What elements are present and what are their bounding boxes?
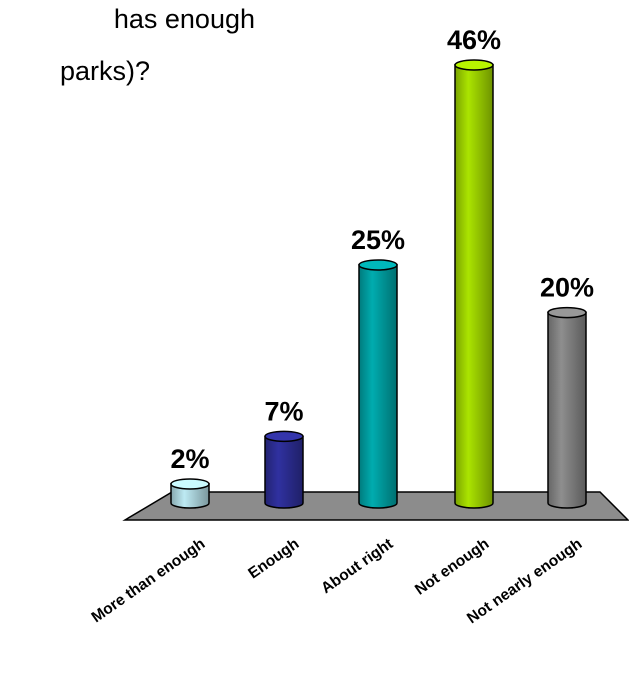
data-label-about-right: 25% (351, 225, 405, 255)
data-label-not-nearly-enough: 20% (540, 273, 594, 303)
category-label-not-enough: Not enough (412, 535, 492, 598)
bar-more-than-enough (170, 478, 210, 509)
chart-marks: 2% More than enough 7% Enough 25% About right… (89, 25, 595, 627)
bar-top-cap (170, 478, 210, 490)
bar-body (547, 311, 587, 509)
bar-not-enough (454, 59, 494, 509)
bar-body (358, 264, 398, 509)
bar-body (264, 435, 304, 509)
chart-title-line-1: has enough (114, 4, 255, 34)
category-label-enough: Enough (245, 535, 302, 582)
bar-not-nearly-enough (547, 306, 587, 509)
data-label-more-than-enough: 2% (170, 444, 209, 474)
data-label-enough: 7% (264, 396, 303, 426)
bar-top-cap (454, 59, 494, 71)
bar-top-cap (358, 259, 398, 271)
bar-body (454, 64, 494, 509)
bar-top-cap (264, 430, 304, 443)
category-label-more-than-enough: More than enough (89, 535, 209, 626)
bar-top-cap (547, 306, 587, 319)
chart-title-line-2: parks)? (60, 56, 150, 86)
bar-enough (264, 430, 304, 509)
category-label-about-right: About right (318, 535, 396, 597)
bar-body (170, 483, 210, 509)
data-label-not-enough: 46% (447, 25, 501, 55)
bar-about-right (358, 259, 398, 509)
